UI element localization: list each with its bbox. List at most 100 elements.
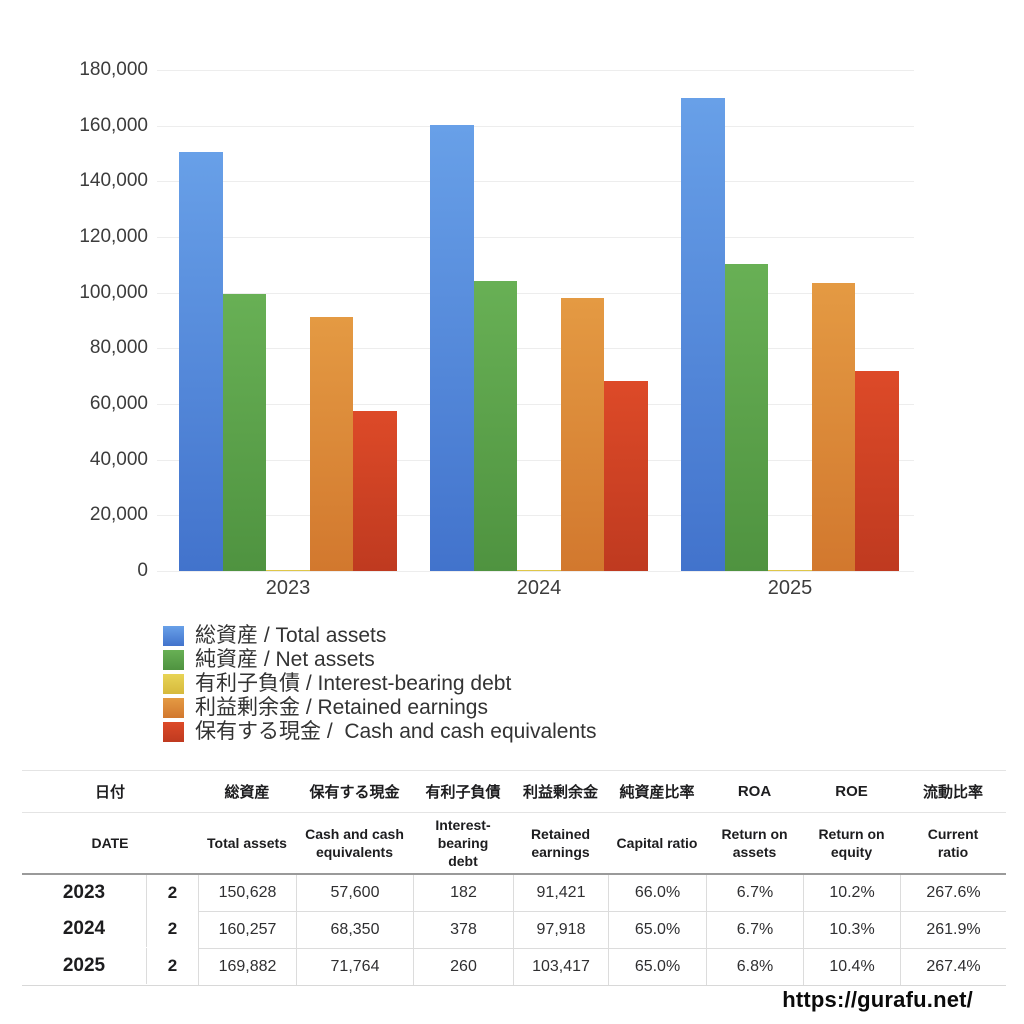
table-cell-value: 10.4% [803,948,900,985]
table-cell-value: 68,350 [296,911,413,948]
legend-item-net-assets: 純資産 / Net assets [163,648,597,672]
y-axis-tick-label: 140,000 [79,170,148,192]
legend-label: 利益剰余金 / Retained earnings [195,696,488,719]
financial-metrics-table: 日付 総資産 保有する現金 有利子負債 利益剰余金 純資産比率 ROA ROE 流動比率 DATE… [22,770,1006,986]
bar-interest-bearing-debt-2023 [266,570,310,571]
table-row-year: 2023 [62,882,106,903]
table-cell-value: 91,421 [513,875,608,911]
bar-total-assets-2025 [681,98,725,571]
table-cell-value: 71,764 [296,948,413,985]
table-header-en: Retained earnings [513,813,608,875]
x-axis-label-2025: 2025 [767,577,813,599]
bar-total-assets-2024 [430,124,474,571]
table-header-en: Total assets [198,813,296,875]
table-cell-value: 267.6% [900,875,1006,911]
table-cell-value: 10.3% [803,911,900,948]
bar-net-assets-2023 [222,294,267,571]
table-row-month: 2 [146,948,198,984]
grouped-bar-chart: 0 20,000 40,000 60,000 80,000 100,000 120,000 1… [79,59,914,599]
bar-interest-bearing-debt-2024 [517,569,561,571]
table-header-ja: ROA [706,771,803,813]
table-header-en: Capital ratio [608,813,706,875]
legend-color-swatch [163,698,184,718]
y-axis-tick-label: 100,000 [79,281,148,303]
legend-item-cash-and-cash-equivalents: 保有する現金 / Cash and cash equivalents [163,720,597,744]
y-axis-tick-label: 180,000 [79,59,148,80]
x-axis-label-2023: 2023 [265,577,311,599]
gridline-140000 [157,181,914,183]
bar-cash-and-cash-equivalents-2024 [604,380,648,571]
y-axis-tick-label: 20,000 [89,504,148,526]
legend-color-swatch [163,674,184,694]
table-header-ja: 日付 [22,771,198,813]
bar-interest-bearing-debt-2025 [768,570,812,571]
table-cell-value: 97,918 [513,911,608,948]
bar-retained-earnings-2025 [811,283,856,571]
legend-color-swatch [163,626,184,646]
table-header-en: Cash and cash equivalents [296,813,413,875]
legend-label: 有利子負債 / Interest-bearing debt [195,672,512,695]
y-axis-tick-label: 80,000 [89,337,148,359]
table-cell-value: 261.9% [900,911,1006,948]
table-cell-value: 6.7% [706,875,803,911]
table-header-en: Current ratio [900,813,1006,875]
table-cell-value: 160,257 [198,911,296,948]
table-cell-value: 103,417 [513,948,608,985]
table-header-ja: 総資産 [198,771,296,813]
table-cell-value: 169,882 [198,948,296,985]
table-header-ja: 利益剰余金 [513,771,608,813]
bar-net-assets-2024 [473,281,518,571]
site-url: https://gurafu.net/ [782,987,973,1012]
y-axis-tick-label: 120,000 [79,226,148,247]
legend-color-swatch [163,722,184,742]
y-axis-tick-label: 60,000 [89,393,148,414]
legend-item-total-assets: 総資産 / Total assets [163,624,597,648]
table-header-ja: 有利子負債 [413,771,513,813]
gridline-40000 [157,459,914,461]
bar-retained-earnings-2023 [309,316,354,571]
table-cell-value: 66.0% [608,875,706,911]
table-header-en: Interest- bearing debt [413,813,513,875]
gridline-20000 [157,515,914,517]
legend-color-swatch [163,650,184,670]
table-row-year: 2024 [62,918,106,939]
table-header-en: Return on assets [706,813,803,875]
gridline-120000 [157,237,914,238]
bar-cash-and-cash-equivalents-2023 [353,410,397,571]
y-axis-tick-label: 0 [137,560,148,581]
legend-label: 純資産 / Net assets [195,648,375,671]
table-header-ja: 流動比率 [900,771,1006,813]
table-header-en: DATE [22,813,198,875]
chart-legend: 総資産 / Total assets 純資産 / Net assets 有利子負債 … [163,624,597,744]
bar-net-assets-2025 [724,263,769,571]
gridline-0 [157,571,914,572]
table-row-month: 2 [146,875,198,911]
gridline-180000 [157,70,914,71]
legend-item-interest-bearing-debt: 有利子負債 / Interest-bearing debt [163,672,597,696]
legend-item-retained-earnings: 利益剰余金 / Retained earnings [163,696,597,720]
table-cell-value: 150,628 [198,875,296,911]
table-header-ja: ROE [803,771,900,813]
table-cell-value: 260 [413,948,513,985]
table-cell-value: 65.0% [608,948,706,985]
gridline-100000 [157,292,914,294]
y-axis-tick-label: 40,000 [89,448,148,470]
gridline-160000 [157,125,914,127]
table-cell-value: 6.7% [706,911,803,948]
table-cell-value: 378 [413,911,513,948]
gridline-80000 [157,348,914,350]
bar-total-assets-2023 [179,151,223,571]
bar-cash-and-cash-equivalents-2025 [855,371,899,571]
table-header-ja: 純資産比率 [608,771,706,813]
table-header-en: Return on equity [803,813,900,875]
bar-retained-earnings-2024 [560,298,605,571]
table-row-month: 2 [146,911,198,947]
table-cell-value: 65.0% [608,911,706,948]
x-axis-label-2024: 2024 [516,577,562,599]
y-axis-tick-label: 160,000 [79,114,148,136]
legend-label: 保有する現金 / Cash and cash equivalents [195,720,597,743]
table-cell-value: 10.2% [803,875,900,911]
table-cell-value: 267.4% [900,948,1006,985]
legend-label: 総資産 / Total assets [195,624,387,647]
